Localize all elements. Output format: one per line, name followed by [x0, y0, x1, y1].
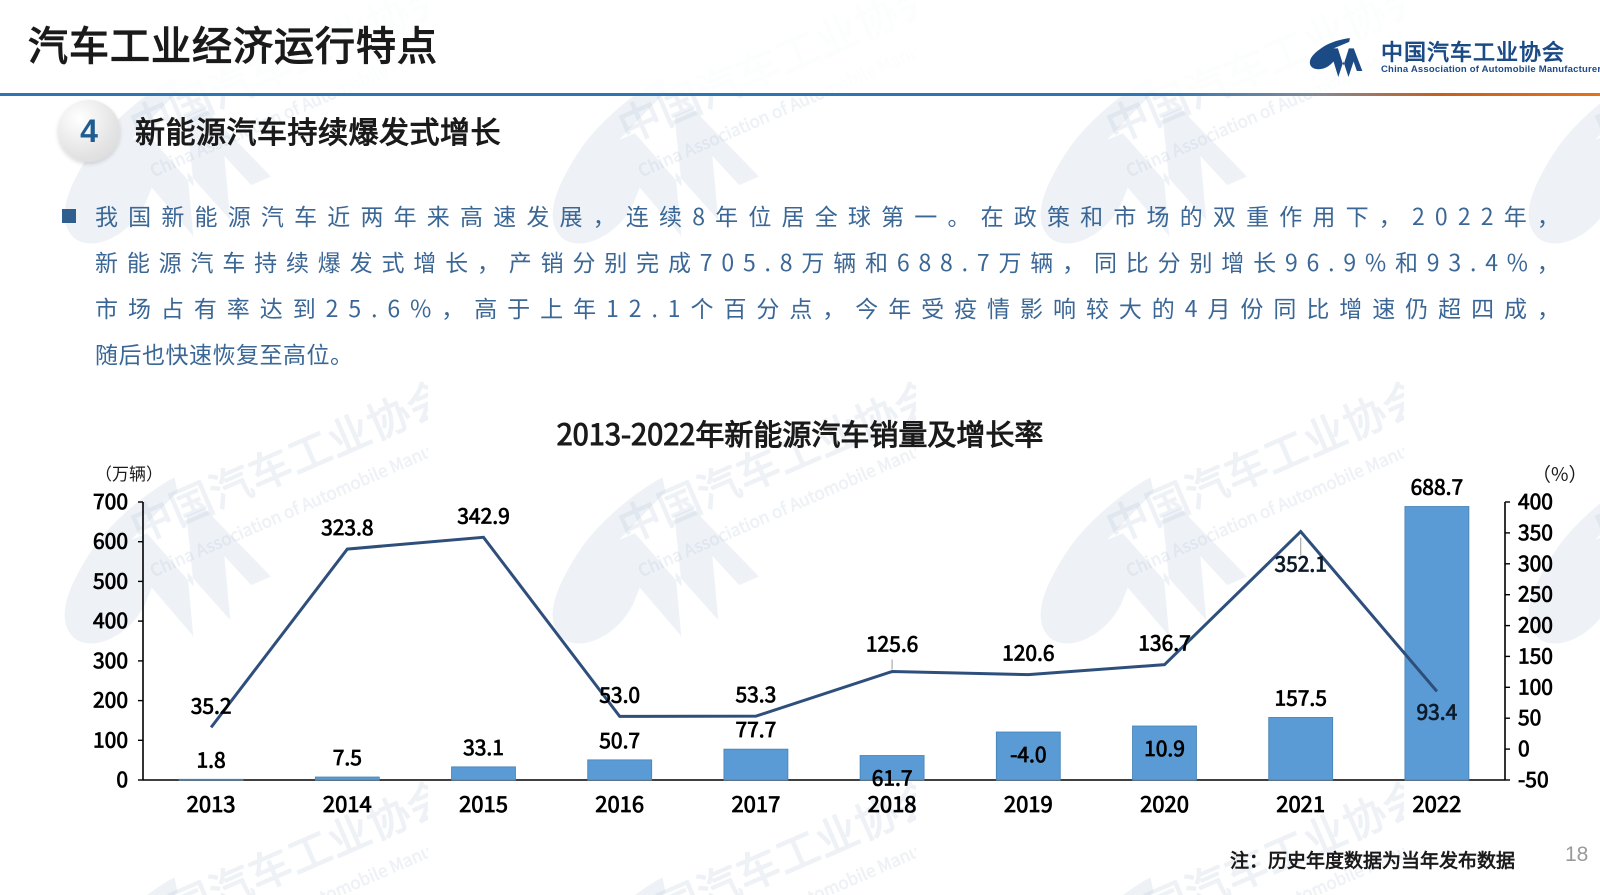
svg-text:77.7: 77.7 [735, 714, 776, 744]
svg-text:500: 500 [93, 565, 128, 595]
svg-text:50: 50 [1518, 702, 1541, 732]
svg-text:2015: 2015 [459, 787, 508, 819]
svg-text:400: 400 [93, 605, 128, 635]
svg-text:200: 200 [93, 685, 128, 715]
svg-text:2013: 2013 [187, 787, 236, 819]
svg-text:700: 700 [93, 486, 128, 516]
svg-text:300: 300 [1518, 548, 1553, 578]
svg-text:2017: 2017 [731, 787, 780, 819]
svg-text:-50: -50 [1518, 764, 1549, 794]
svg-text:53.0: 53.0 [599, 679, 640, 709]
svg-text:2020: 2020 [1140, 787, 1189, 819]
svg-text:350: 350 [1518, 517, 1553, 547]
svg-text:400: 400 [1518, 486, 1553, 516]
svg-text:688.7: 688.7 [1411, 472, 1464, 502]
svg-text:35.2: 35.2 [191, 690, 232, 720]
svg-text:200: 200 [1518, 610, 1553, 640]
svg-text:53.3: 53.3 [735, 679, 776, 709]
svg-text:600: 600 [93, 526, 128, 556]
svg-text:2019: 2019 [1004, 787, 1053, 819]
svg-text:0: 0 [116, 764, 128, 794]
svg-text:323.8: 323.8 [321, 512, 374, 542]
svg-text:352.1: 352.1 [1274, 549, 1326, 579]
svg-text:157.5: 157.5 [1274, 683, 1326, 713]
svg-text:342.9: 342.9 [457, 500, 509, 530]
svg-text:33.1: 33.1 [463, 732, 504, 762]
svg-text:150: 150 [1518, 640, 1553, 670]
svg-text:0: 0 [1518, 733, 1530, 763]
svg-text:100: 100 [1518, 671, 1553, 701]
svg-text:50.7: 50.7 [599, 725, 640, 755]
svg-text:120.6: 120.6 [1002, 638, 1055, 668]
svg-text:2021: 2021 [1276, 787, 1325, 819]
svg-text:2016: 2016 [595, 787, 644, 819]
svg-text:10.9: 10.9 [1144, 733, 1185, 763]
svg-text:93.4: 93.4 [1416, 696, 1457, 726]
svg-text:125.6: 125.6 [866, 629, 919, 659]
svg-text:250: 250 [1518, 579, 1553, 609]
svg-text:2022: 2022 [1412, 787, 1461, 819]
svg-text:-4.0: -4.0 [1010, 739, 1046, 769]
svg-text:136.7: 136.7 [1138, 628, 1191, 658]
svg-text:2018: 2018 [868, 787, 917, 819]
svg-text:100: 100 [93, 724, 128, 754]
svg-text:300: 300 [93, 645, 128, 675]
svg-text:1.8: 1.8 [197, 744, 226, 774]
svg-text:2014: 2014 [323, 787, 372, 819]
svg-text:7.5: 7.5 [333, 742, 362, 772]
